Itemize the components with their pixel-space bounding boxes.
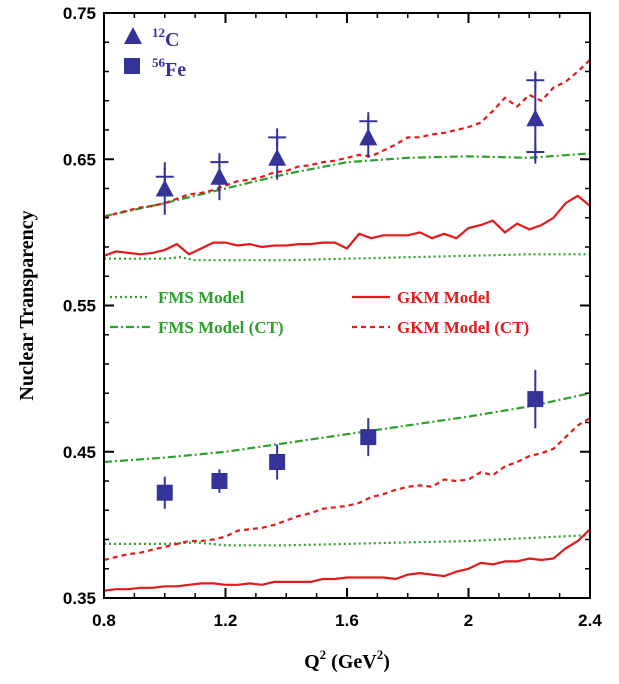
x-tick-label: 2: [464, 611, 473, 630]
legend-triangle-marker: [124, 27, 142, 44]
model-line-fe-fms-dotted: [104, 534, 591, 547]
legend-gkm-label: GKM Model: [397, 288, 490, 307]
x-tick-label: 1.2: [214, 611, 238, 630]
iron-data-point: [527, 391, 544, 408]
x-axis-label-sup2: 2: [377, 647, 384, 662]
carbon-data-point: [155, 179, 174, 197]
legend-iron-sup: 56: [152, 55, 166, 70]
x-axis-label: Q2 (GeV2): [304, 647, 390, 673]
legend-carbon-label: 12C: [152, 25, 179, 51]
model-line-c-fms-dashdot: [103, 152, 591, 218]
axis-ticks-layer: 0.8 1.2 1.6 2 2.4 0.35 0.45 0.55 0.65 0.75: [63, 4, 602, 630]
legend-fms-ct-label: FMS Model (CT): [158, 318, 284, 337]
y-tick-label: 0.65: [63, 150, 96, 169]
legend-carbon-text: C: [165, 29, 179, 51]
x-tick-label: 2.4: [578, 611, 602, 630]
y-axis-label: Nuclear Transparency: [16, 210, 38, 400]
carbon-data-point: [526, 109, 545, 127]
y-tick-label: 0.55: [63, 297, 96, 316]
model-line-fe-fms-dashdot: [103, 392, 591, 464]
x-tick-label: 1.6: [335, 611, 359, 630]
x-tick-label: 0.8: [92, 611, 116, 630]
iron-data-point: [211, 473, 228, 489]
legend-square-marker: [124, 58, 140, 74]
data-points-layer: [155, 71, 545, 509]
model-line-c-fms-dotted: [104, 253, 590, 262]
x-axis-label-main: Q: [304, 651, 320, 673]
model-line-c-gkm-dashed: [103, 59, 591, 219]
carbon-data-point: [359, 128, 378, 146]
x-axis-label-rest: (GeV: [326, 651, 377, 673]
carbon-data-point: [268, 148, 287, 166]
legend-gkm-ct-label: GKM Model (CT): [397, 318, 529, 337]
y-tick-label: 0.75: [63, 4, 96, 23]
marker-legend: 12C 56Fe: [124, 25, 186, 81]
x-axis-label-sup: 2: [320, 647, 327, 662]
model-line-c-gkm-solid: [103, 194, 591, 257]
iron-data-point: [156, 484, 173, 501]
y-tick-label: 0.45: [63, 443, 96, 462]
model-line-fe-gkm-solid: [103, 528, 591, 592]
iron-data-point: [360, 429, 377, 446]
carbon-data-point: [210, 167, 229, 185]
legend-fms-label: FMS Model: [158, 288, 245, 307]
legend-iron-label: 56Fe: [152, 55, 186, 81]
model-legend: FMS Model GKM Model FMS Model (CT) GKM M…: [110, 288, 529, 337]
model-lines-layer: [103, 59, 591, 592]
model-line-fe-gkm-dashed: [103, 417, 591, 562]
legend-iron-text: Fe: [165, 59, 186, 81]
iron-data-point: [269, 453, 286, 470]
y-tick-label: 0.35: [63, 589, 96, 608]
x-axis-label-close: ): [383, 651, 390, 673]
legend-carbon-sup: 12: [152, 25, 165, 40]
